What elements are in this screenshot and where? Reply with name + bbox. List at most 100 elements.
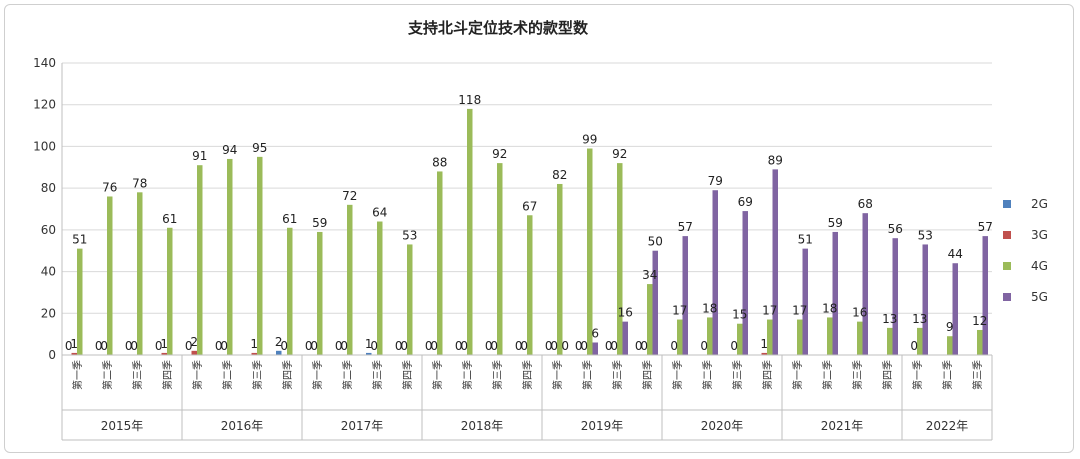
data-label-2G: 0 — [95, 339, 103, 353]
data-label-4G: 16 — [852, 306, 867, 320]
year-label: 2015年 — [101, 419, 144, 433]
quarter-label: 第二季 — [101, 360, 114, 390]
data-label-2G: 0 — [515, 339, 523, 353]
quarter-label: 第四季 — [521, 360, 534, 390]
data-label-2G: 0 — [575, 339, 583, 353]
bar-4G — [827, 317, 833, 355]
bar-4G — [857, 321, 863, 355]
bar-4G — [407, 244, 413, 355]
quarter-label: 第二季 — [701, 360, 714, 390]
data-label-4G: 118 — [458, 93, 481, 107]
quarter-label: 第二季 — [341, 360, 354, 390]
data-label-4G: 92 — [492, 147, 507, 161]
quarter-label: 第四季 — [641, 360, 654, 390]
quarter-label: 第二季 — [461, 360, 474, 390]
data-label-4G: 51 — [72, 233, 87, 247]
quarter-label: 第一季 — [791, 360, 804, 390]
data-label-5G: 56 — [888, 222, 903, 236]
data-label-3G: 0 — [310, 339, 318, 353]
data-label-4G: 12 — [972, 314, 987, 328]
legend-swatch-5G — [1003, 293, 1011, 301]
data-label-2G: 0 — [545, 339, 553, 353]
data-label-3G: 0 — [280, 339, 288, 353]
quarter-label: 第四季 — [281, 360, 294, 390]
year-label: 2022年 — [926, 419, 969, 433]
y-tick-label: 120 — [33, 98, 56, 112]
data-label-3G: 0 — [490, 339, 498, 353]
data-label-4G: 94 — [222, 143, 237, 157]
legend-label-2G: 2G — [1031, 197, 1048, 211]
bar-4G — [377, 221, 383, 355]
quarter-label: 第一季 — [671, 360, 684, 390]
data-label-3G: 1 — [70, 337, 78, 351]
legend-label-3G: 3G — [1031, 228, 1048, 242]
bar-4G — [197, 165, 203, 355]
bar-4G — [497, 163, 503, 355]
legend-swatch-3G — [1003, 231, 1011, 239]
data-label-2G: 0 — [215, 339, 223, 353]
data-label-3G: 0 — [100, 339, 108, 353]
data-label-2G: 2 — [275, 335, 283, 349]
data-label-3G: 0 — [430, 339, 438, 353]
bar-4G — [737, 323, 743, 355]
data-label-5G: 0 — [561, 339, 569, 353]
bar-4G — [467, 108, 473, 355]
data-label-4G: 61 — [162, 212, 177, 226]
quarter-label: 第三季 — [971, 360, 984, 390]
bar-4G — [797, 319, 803, 355]
bar-4G — [887, 327, 893, 355]
data-label-2G: 0 — [635, 339, 643, 353]
data-label-5G: 59 — [828, 216, 843, 230]
data-label-2G: 0 — [485, 339, 493, 353]
quarter-label: 第二季 — [941, 360, 954, 390]
bar-4G — [557, 183, 563, 355]
quarter-label: 第二季 — [221, 360, 234, 390]
quarter-label: 第四季 — [401, 360, 414, 390]
data-label-4G: 76 — [102, 180, 117, 194]
data-label-3G: 0 — [610, 339, 618, 353]
data-label-4G: 88 — [432, 155, 447, 169]
bar-5G — [952, 263, 958, 355]
y-tick-label: 60 — [41, 223, 56, 237]
bar-4G — [257, 156, 263, 355]
data-label-2G: 0 — [335, 339, 343, 353]
bar-4G — [287, 227, 293, 355]
quarter-label: 第一季 — [71, 360, 84, 390]
bar-4G — [527, 215, 533, 355]
data-label-5G: 57 — [978, 220, 993, 234]
quarter-label: 第四季 — [161, 360, 174, 390]
legend-swatch-4G — [1003, 262, 1011, 270]
data-label-3G: 0 — [370, 339, 378, 353]
bar-5G — [802, 248, 808, 355]
quarter-label: 第一季 — [431, 360, 444, 390]
data-label-4G: 17 — [792, 304, 807, 318]
data-label-4G: 92 — [612, 147, 627, 161]
legend-label-4G: 4G — [1031, 259, 1048, 273]
data-label-3G: 2 — [190, 335, 198, 349]
data-label-4G: 64 — [372, 206, 387, 220]
quarter-label: 第一季 — [911, 360, 924, 390]
quarter-label: 第三季 — [131, 360, 144, 390]
data-label-5G: 53 — [918, 228, 933, 242]
data-label-2G: 0 — [125, 339, 133, 353]
quarter-label: 第二季 — [821, 360, 834, 390]
data-label-5G: 44 — [948, 247, 963, 261]
data-label-4G: 61 — [282, 212, 297, 226]
bar-5G — [982, 236, 988, 355]
y-tick-label: 20 — [41, 306, 56, 320]
data-label-2G: 0 — [395, 339, 403, 353]
bar-4G — [167, 227, 173, 355]
bar-3G — [71, 352, 77, 355]
bar-5G — [622, 321, 628, 355]
data-label-3G: 0 — [340, 339, 348, 353]
data-label-4G: 72 — [342, 189, 357, 203]
bar-4G — [107, 196, 113, 355]
data-label-3G: 0 — [550, 339, 558, 353]
quarter-label: 第一季 — [311, 360, 324, 390]
legend-label-5G: 5G — [1031, 290, 1048, 304]
year-label: 2018年 — [461, 419, 504, 433]
bar-4G — [707, 317, 713, 355]
data-labels: 0 0 0 0 0 0 2 0 0 1 0 0 0 0 0 0 0 0 01 0 0 1 2 0 1 0 0 0 0 0 0 0 0 0 0 0 0 0 0… — [65, 93, 993, 353]
y-tick-label: 0 — [48, 348, 56, 362]
quarter-label: 第三季 — [851, 360, 864, 390]
